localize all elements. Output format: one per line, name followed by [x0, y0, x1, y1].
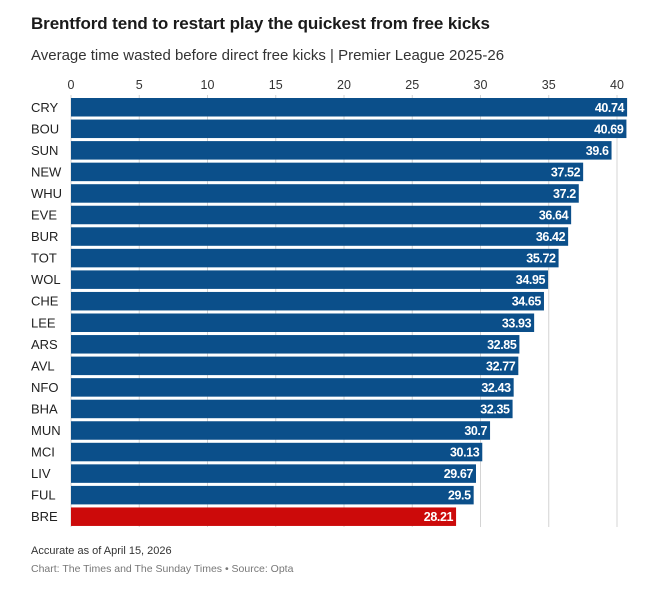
bar-mun [71, 421, 491, 440]
value-label: 37.2 [553, 187, 576, 201]
value-label: 29.5 [448, 489, 471, 503]
value-label: 33.93 [502, 316, 532, 330]
category-label: LIV [31, 466, 51, 481]
value-label: 36.64 [539, 209, 569, 223]
bar-lee [71, 313, 535, 332]
category-label: LEE [31, 315, 56, 330]
category-label: EVE [31, 208, 57, 223]
x-tick-label: 40 [610, 78, 624, 92]
bar-new [71, 162, 584, 182]
value-label: 37.52 [551, 165, 581, 179]
value-label: 30.7 [464, 424, 487, 438]
bar-che [71, 291, 544, 311]
category-label: MUN [31, 423, 61, 438]
chart-subtitle: Average time wasted before direct free k… [31, 47, 505, 64]
category-label: BUR [31, 229, 58, 244]
bar-bur [71, 227, 569, 246]
bar-tot [71, 248, 559, 268]
x-tick-label: 35 [542, 78, 556, 92]
bar-bre [71, 507, 457, 526]
source-credit: Chart: The Times and The Sunday Times • … [31, 563, 294, 575]
bar-chart: 0 5 10 15 20 25 30 35 40 CRY 40.74 BOU 40.69 SUN 39.6 N… [31, 78, 628, 527]
bar-nfo [71, 378, 514, 397]
value-label: 32.85 [487, 338, 517, 352]
category-label: CRY [31, 100, 59, 115]
category-label: FUL [31, 488, 56, 503]
x-tick-label: 15 [269, 78, 283, 92]
x-tick-label: 20 [337, 78, 351, 92]
category-label: BOU [31, 121, 59, 136]
value-label: 40.74 [595, 101, 625, 115]
bar-mci [71, 442, 483, 462]
category-label: WOL [31, 272, 61, 287]
value-label: 39.6 [586, 144, 609, 158]
x-tick-label: 10 [201, 78, 215, 92]
bar-whu [71, 184, 579, 203]
category-label: AVL [31, 358, 55, 373]
category-label: BHA [31, 401, 58, 416]
value-label: 36.42 [536, 230, 566, 244]
x-tick-label: 30 [474, 78, 488, 92]
x-tick-label: 25 [405, 78, 419, 92]
bar-ful [71, 485, 474, 505]
bar-cry [71, 98, 628, 117]
category-label: CHE [31, 294, 59, 309]
bar-eve [71, 205, 572, 225]
bar-ars [71, 335, 520, 354]
x-tick-label: 0 [68, 78, 75, 92]
value-label: 32.35 [480, 402, 510, 416]
chart-title: Brentford tend to restart play the quick… [31, 14, 490, 33]
value-label: 28.21 [424, 510, 454, 524]
bar-avl [71, 356, 519, 376]
value-label: 32.77 [486, 359, 516, 373]
bar-bha [71, 399, 513, 419]
category-label: SUN [31, 143, 58, 158]
category-label: TOT [31, 251, 57, 266]
bar-liv [71, 464, 476, 483]
category-label: NEW [31, 164, 62, 179]
value-label: 29.67 [444, 467, 474, 481]
value-label: 35.72 [526, 252, 556, 266]
bar-wol [71, 270, 549, 289]
value-label: 40.69 [594, 122, 624, 136]
category-label: ARS [31, 337, 58, 352]
category-label: NFO [31, 380, 58, 395]
value-label: 32.43 [481, 381, 511, 395]
accuracy-note: Accurate as of April 15, 2026 [31, 545, 172, 557]
x-tick-label: 5 [136, 78, 143, 92]
bar-sun [71, 141, 612, 160]
value-label: 34.65 [512, 295, 542, 309]
category-label: MCI [31, 445, 55, 460]
bar-bou [71, 119, 627, 139]
value-label: 34.95 [516, 273, 546, 287]
category-label: BRE [31, 509, 58, 524]
category-label: WHU [31, 186, 62, 201]
value-label: 30.13 [450, 446, 480, 460]
